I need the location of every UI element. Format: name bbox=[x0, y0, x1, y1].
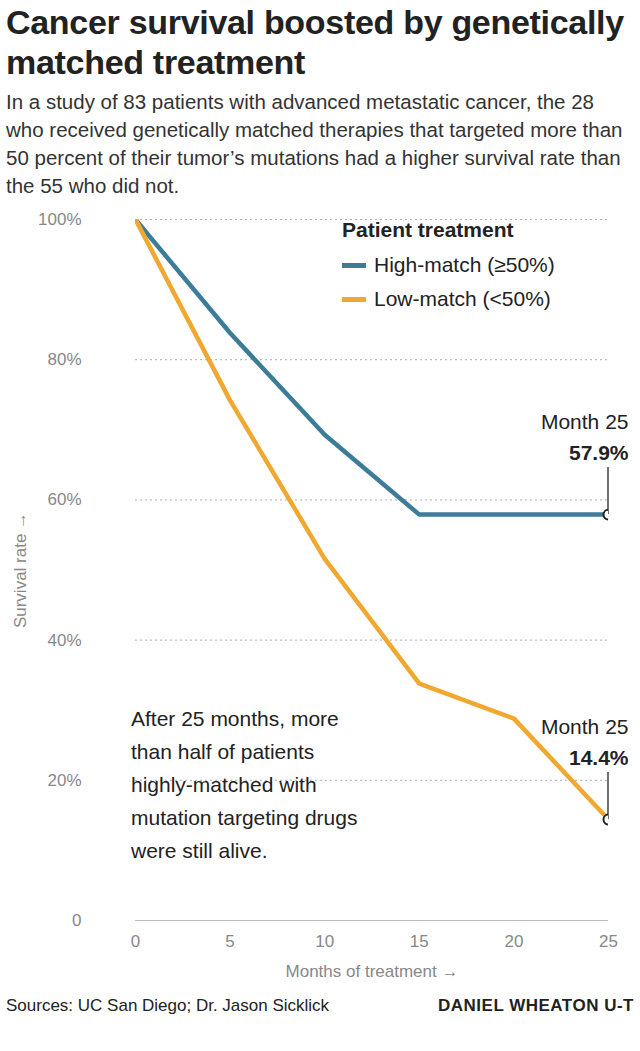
svg-text:Month 25: Month 25 bbox=[541, 410, 629, 433]
svg-text:10: 10 bbox=[315, 932, 334, 951]
html-text:Sources: UC San Diego; Dr. Jas: Sources: UC San Diego; Dr. Jason Sicklic… bbox=[6, 996, 330, 1015]
html-text:In a study of 83 patients with: In a study of 83 patients with advanced … bbox=[6, 90, 623, 197]
svg-text:60%: 60% bbox=[47, 490, 81, 509]
svg-text:Months of treatment →: Months of treatment → bbox=[286, 962, 459, 981]
svg-text:25: 25 bbox=[599, 932, 618, 951]
svg-text:Month 25: Month 25 bbox=[541, 715, 629, 738]
html-text:DANIEL WHEATON U-T: DANIEL WHEATON U-T bbox=[438, 996, 634, 1015]
svg-text:80%: 80% bbox=[47, 350, 81, 369]
svg-text:57.9%: 57.9% bbox=[569, 441, 629, 464]
svg-text:0: 0 bbox=[131, 932, 140, 951]
svg-text:20%: 20% bbox=[47, 771, 81, 790]
svg-text:14.4%: 14.4% bbox=[569, 746, 629, 769]
html-text:After 25 months, more than hal: After 25 months, more than half of patie… bbox=[131, 707, 358, 862]
svg-text:40%: 40% bbox=[47, 631, 81, 650]
html-text:High-match (≥50%): High-match (≥50%) bbox=[374, 253, 555, 276]
html-text:Cancer survival boosted by gen: Cancer survival boosted by genetically m… bbox=[6, 3, 624, 81]
svg-text:15: 15 bbox=[410, 932, 429, 951]
svg-text:20: 20 bbox=[504, 932, 523, 951]
html-text:Patient treatment: Patient treatment bbox=[342, 218, 514, 241]
svg-text:100%: 100% bbox=[38, 210, 81, 229]
svg-text:0: 0 bbox=[72, 911, 81, 930]
html-text:Low-match (<50%): Low-match (<50%) bbox=[374, 287, 551, 310]
svg-text:5: 5 bbox=[225, 932, 234, 951]
svg-text:Survival rate →: Survival rate → bbox=[11, 512, 30, 628]
